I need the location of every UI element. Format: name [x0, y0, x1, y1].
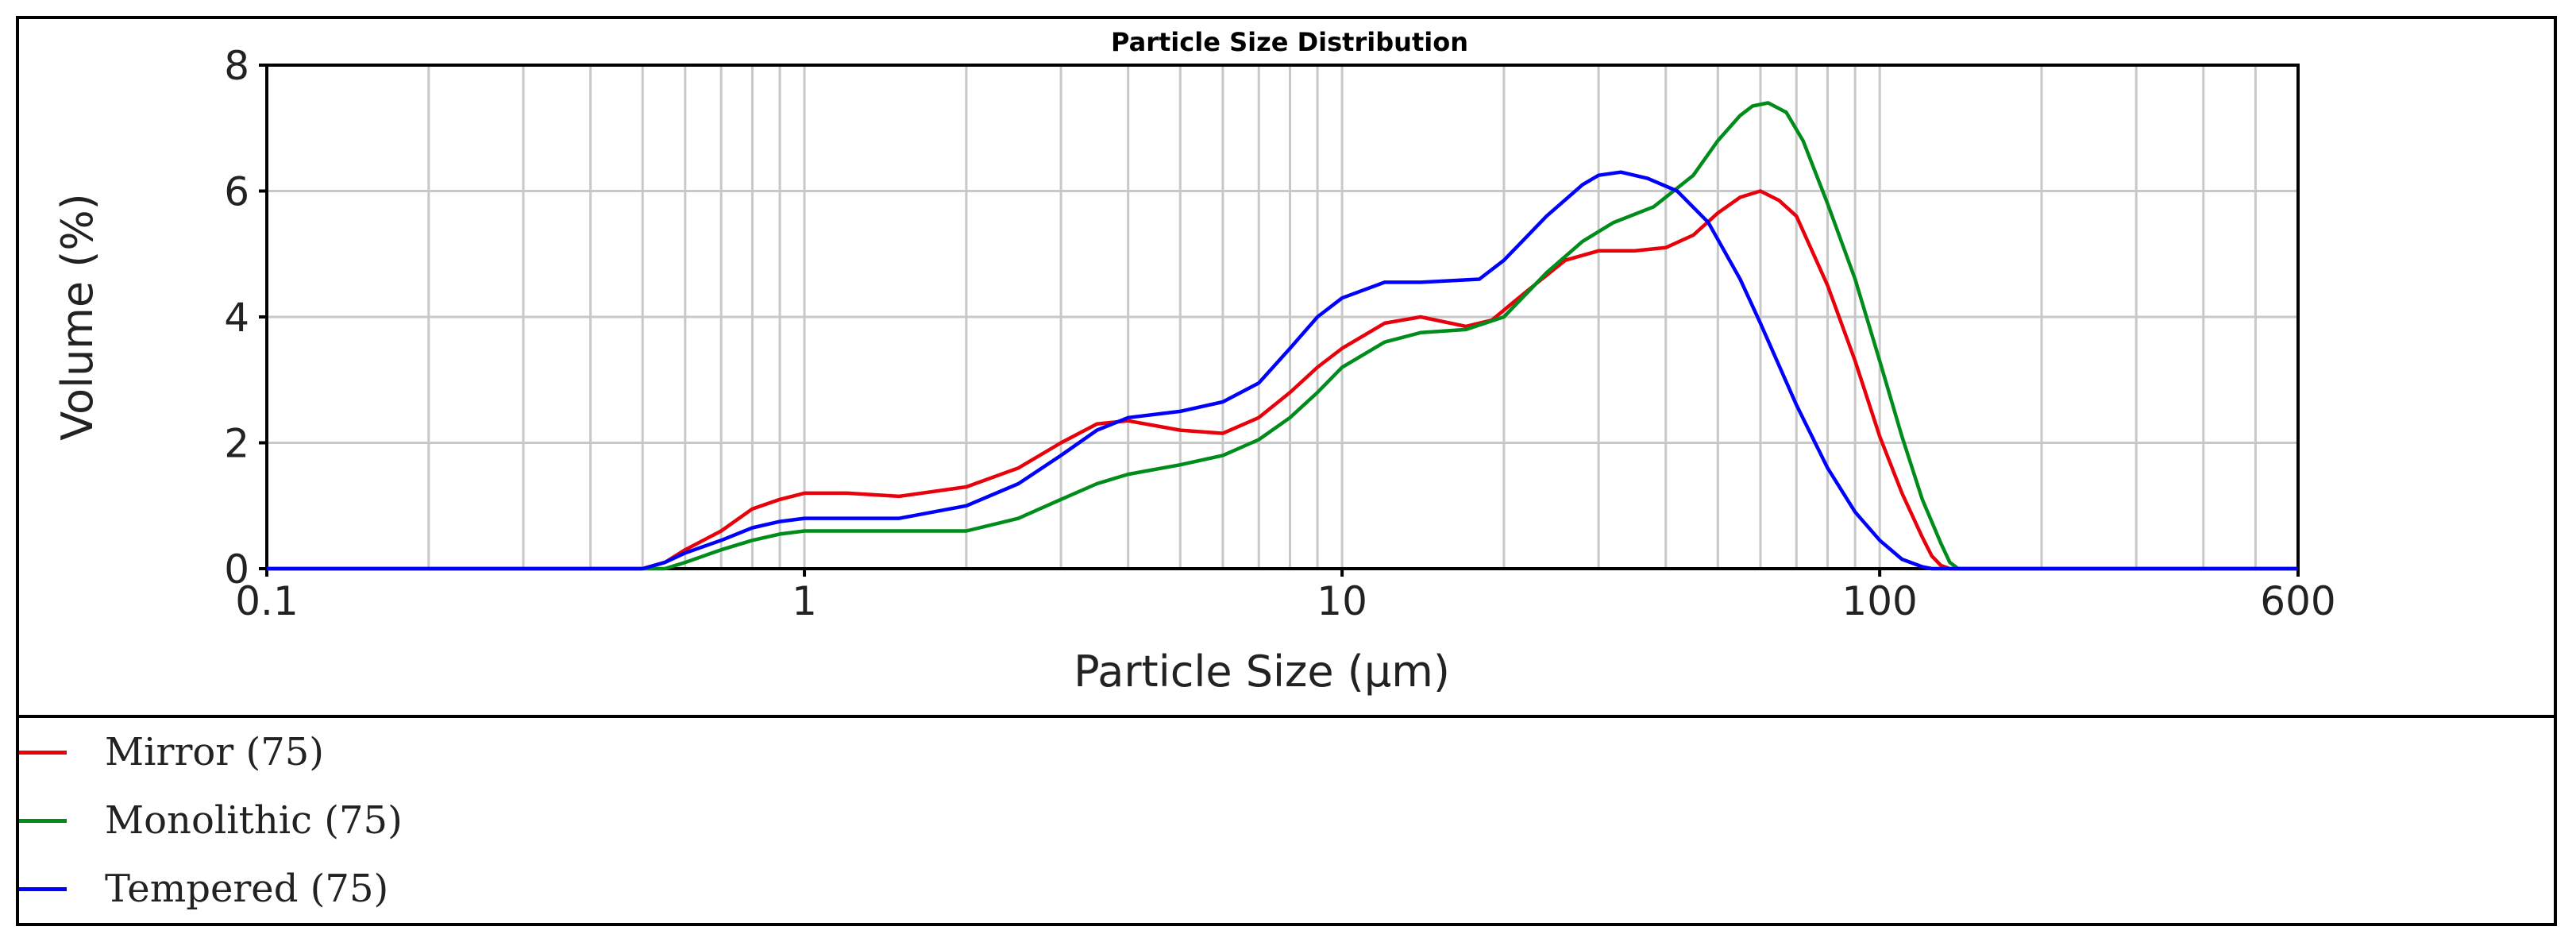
x-tick-label-3: 100: [1841, 578, 1917, 624]
legend-swatch-0: [19, 750, 67, 755]
y-tick-label-3: 6: [224, 169, 249, 215]
plot-area: 0.1 1 10 100 600 0 2 4 6 8 Particle Size Distribu…: [19, 19, 2554, 715]
y-tick-label-2: 4: [224, 295, 249, 341]
legend-item-2: Tempered (75): [19, 855, 388, 923]
legend-label-2: Tempered (75): [105, 867, 389, 911]
legend-swatch-2: [19, 886, 67, 891]
x-tick-label-2: 10: [1317, 578, 1367, 624]
x-tick-label-0: 0.1: [235, 578, 299, 624]
x-axis-label: Particle Size (µm): [1074, 647, 1450, 697]
chart-title: Particle Size Distribution: [1111, 27, 1468, 57]
series-layer: [267, 101, 2298, 571]
series-line-2: [267, 170, 2298, 571]
legend-label-0: Mirror (75): [105, 730, 325, 774]
legend-label-1: Monolithic (75): [105, 798, 403, 843]
x-tick-label-4: 600: [2260, 578, 2335, 624]
chart-svg: 0.1 1 10 100 600 0 2 4 6 8 Particle Size Distribu…: [52, 27, 2336, 697]
y-tick-label-0: 0: [224, 546, 249, 593]
chart-frame: 0.1 1 10 100 600 0 2 4 6 8 Particle Size Distribu…: [16, 16, 2557, 926]
legend-item-0: Mirror (75): [19, 718, 324, 786]
axis-layer: 0.1 1 10 100 600 0 2 4 6 8: [224, 43, 2336, 624]
y-axis-label: Volume (%): [52, 193, 102, 440]
series-line-0: [267, 189, 2298, 571]
y-tick-label-4: 8: [224, 43, 249, 89]
series-line-1: [267, 101, 2298, 571]
legend-divider: [19, 715, 2554, 718]
legend-item-1: Monolithic (75): [19, 786, 403, 855]
x-tick-label-1: 1: [792, 578, 817, 624]
legend: Mirror (75) Monolithic (75) Tempered (75): [19, 718, 2554, 923]
grid-layer: [265, 64, 2300, 570]
legend-swatch-1: [19, 818, 67, 823]
y-tick-label-1: 2: [224, 421, 249, 467]
